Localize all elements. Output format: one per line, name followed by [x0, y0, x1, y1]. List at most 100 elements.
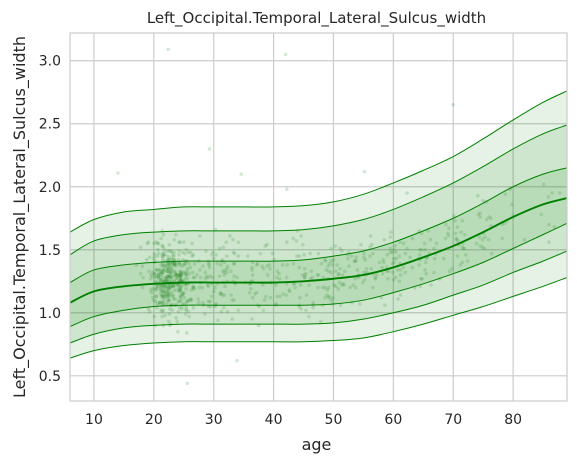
scatter-point: [235, 358, 239, 363]
scatter-point: [167, 274, 171, 279]
scatter-point: [170, 261, 175, 266]
scatter-point: [419, 247, 424, 252]
scatter-point: [337, 271, 341, 276]
scatter-point: [156, 275, 161, 280]
scatter-point: [451, 103, 456, 107]
scatter-point: [205, 283, 210, 287]
scatter-point: [346, 256, 350, 261]
scatter-point: [307, 283, 311, 287]
scatter-point: [475, 193, 480, 198]
scatter-point: [152, 271, 157, 276]
scatter-point: [205, 275, 210, 280]
scatter-point: [167, 292, 171, 296]
scatter-point: [368, 254, 372, 258]
scatter-point: [394, 256, 399, 261]
scatter-point: [405, 246, 409, 251]
scatter-point: [167, 258, 172, 262]
scatter-point: [292, 281, 297, 286]
scatter-point: [175, 273, 179, 277]
scatter-point: [458, 263, 463, 267]
scatter-point: [198, 234, 202, 238]
scatter-point: [281, 292, 285, 296]
scatter-point: [166, 298, 171, 302]
scatter-point: [140, 285, 145, 290]
scatter-point: [417, 247, 422, 252]
scatter-point: [153, 275, 158, 280]
scatter-point: [275, 294, 279, 299]
scatter-point: [315, 273, 320, 277]
scatter-point: [474, 241, 479, 246]
scatter-point: [173, 273, 178, 277]
scatter-point: [423, 268, 427, 272]
scatter-point: [177, 253, 181, 257]
scatter-point: [156, 247, 160, 252]
scatter-point: [265, 264, 269, 268]
scatter-point: [392, 256, 396, 261]
scatter-point: [260, 264, 265, 268]
scatter-point: [410, 265, 415, 270]
scatter-point: [446, 234, 451, 238]
scatter-point: [323, 285, 327, 290]
scatter-point: [371, 251, 375, 256]
scatter-point: [207, 147, 212, 151]
scatter-point: [232, 261, 236, 266]
scatter-point: [483, 235, 487, 239]
scatter-point: [168, 261, 172, 266]
scatter-point: [258, 251, 263, 256]
scatter-point: [171, 293, 175, 297]
scatter-point: [168, 293, 172, 297]
scatter-point: [172, 263, 177, 267]
scatter-point: [464, 253, 468, 257]
scatter-point: [178, 273, 183, 277]
scatter-point: [441, 256, 446, 261]
y-tick-label: 1.5: [39, 243, 61, 259]
scatter-point: [336, 273, 341, 277]
scatter-point: [160, 244, 165, 248]
x-tick-label: 20: [145, 412, 163, 428]
scatter-point: [361, 280, 365, 285]
scatter-point: [547, 222, 551, 227]
scatter-point: [175, 283, 180, 287]
scatter-point: [311, 300, 315, 305]
scatter-point: [181, 263, 186, 267]
scatter-point: [214, 253, 218, 257]
scatter-point: [236, 240, 241, 245]
scatter-point: [228, 234, 232, 238]
x-tick-label: 70: [444, 412, 462, 428]
scatter-point: [455, 225, 460, 229]
scatter-point: [161, 268, 166, 272]
scatter-point: [181, 290, 186, 295]
scatter-point: [172, 250, 176, 255]
scatter-point: [308, 251, 312, 256]
scatter-point: [275, 269, 279, 273]
scatter-point: [161, 285, 166, 290]
scatter-point: [184, 247, 188, 252]
scatter-point: [331, 258, 336, 262]
scatter-point: [232, 261, 236, 266]
scatter-point: [169, 255, 174, 260]
scatter-point: [460, 260, 465, 265]
scatter-point: [253, 292, 257, 296]
scatter-point: [231, 237, 235, 242]
scatter-point: [355, 268, 360, 272]
scatter-point: [178, 278, 183, 282]
scatter-point: [178, 278, 183, 282]
scatter-point: [381, 258, 385, 262]
percentile-bands: [70, 90, 567, 359]
scatter-point: [167, 249, 172, 253]
y-tick-label: 1.0: [39, 306, 61, 322]
scatter-point: [153, 288, 158, 292]
scatter-point: [168, 284, 173, 289]
scatter-point: [169, 266, 174, 271]
scatter-point: [165, 274, 170, 279]
scatter-point: [390, 261, 395, 266]
scatter-point: [172, 261, 177, 266]
scatter-point: [138, 245, 143, 250]
scatter-point: [175, 273, 179, 277]
scatter-point: [164, 278, 168, 282]
scatter-point: [156, 268, 161, 272]
scatter-point: [172, 261, 176, 266]
scatter-point: [331, 295, 335, 300]
scatter-point: [390, 270, 395, 275]
scatter-point: [432, 270, 436, 275]
